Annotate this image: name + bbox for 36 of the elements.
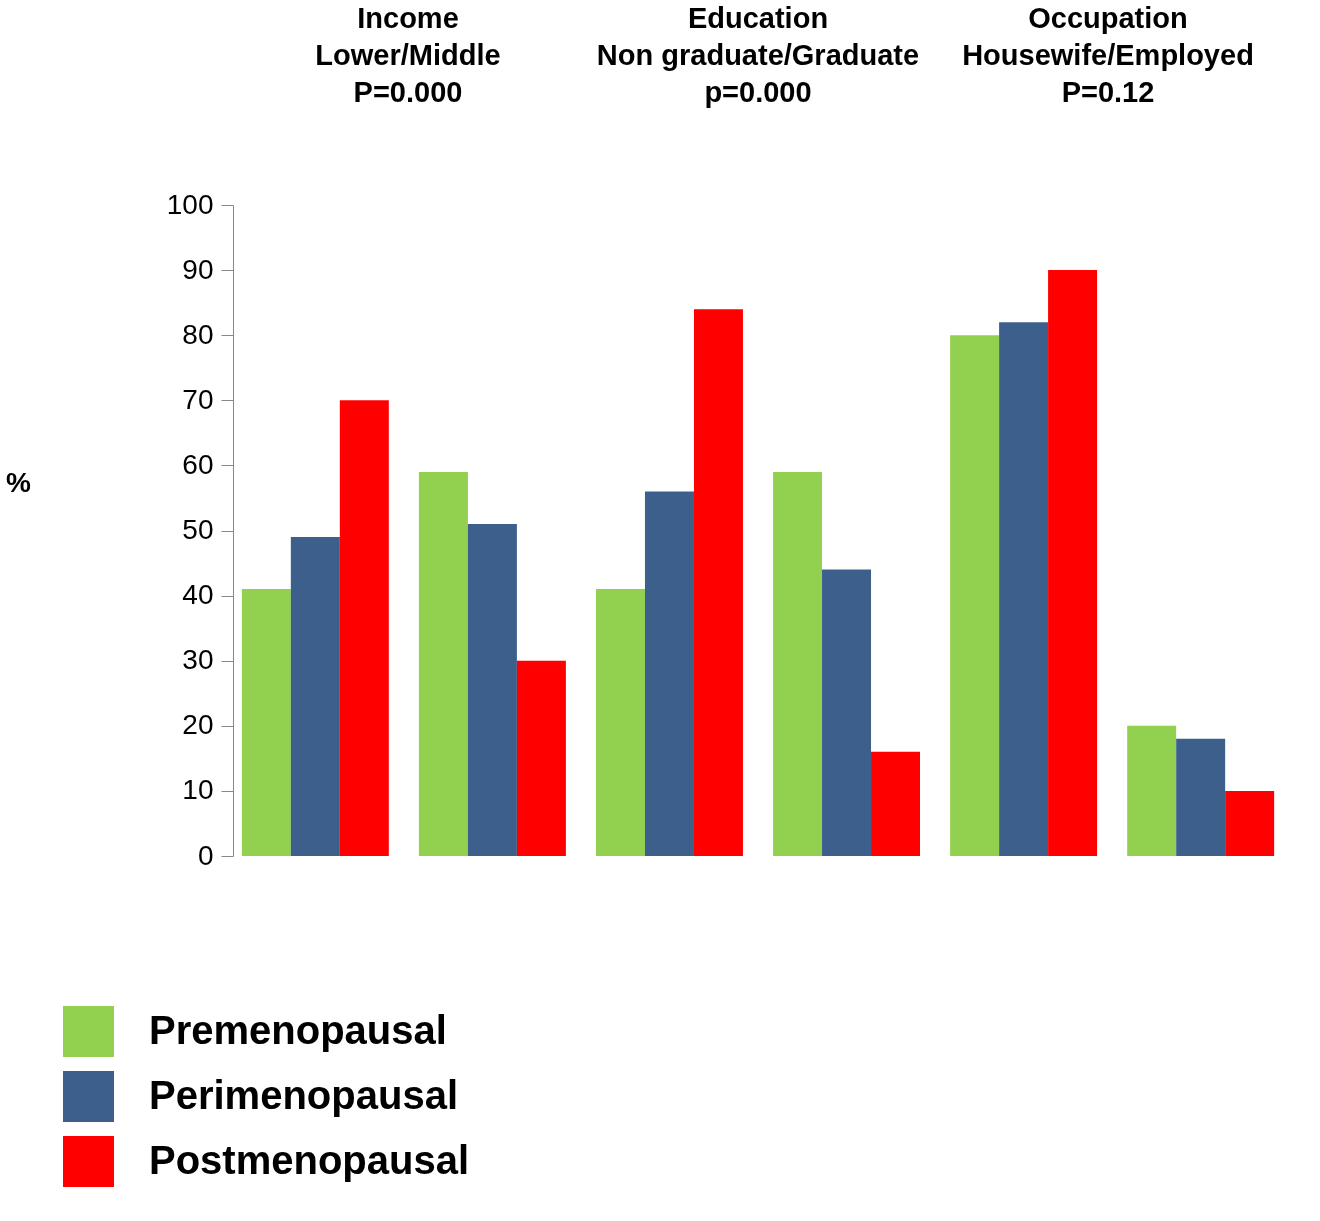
bar bbox=[999, 322, 1049, 856]
text: Occupation Housewife/Employed P=0.12 bbox=[962, 2, 1254, 108]
bar bbox=[241, 589, 291, 856]
legend-label: Perimenopausal bbox=[149, 1072, 459, 1117]
y-tick-label: 20 bbox=[182, 709, 214, 741]
bar bbox=[1127, 725, 1177, 856]
bar bbox=[950, 335, 1000, 856]
y-tick-label: 90 bbox=[182, 253, 214, 285]
y-tick-label: 30 bbox=[182, 644, 214, 676]
bar bbox=[467, 523, 517, 856]
bar bbox=[595, 589, 645, 856]
bar bbox=[822, 569, 872, 856]
bar bbox=[773, 471, 823, 856]
bar bbox=[1176, 738, 1226, 856]
y-tick-label: 100 bbox=[166, 188, 214, 220]
y-tick-label: 60 bbox=[182, 448, 214, 480]
bar bbox=[693, 309, 743, 856]
y-tick-label: 70 bbox=[182, 383, 214, 415]
y-tick-label: 50 bbox=[182, 514, 214, 545]
bar bbox=[1048, 270, 1098, 856]
y-axis-title: % bbox=[6, 467, 32, 499]
text: Education Non graduate/Graduate p=0.000 bbox=[596, 2, 920, 108]
bar bbox=[1225, 790, 1275, 856]
bar bbox=[644, 491, 694, 856]
bar bbox=[418, 471, 468, 856]
bar bbox=[339, 400, 389, 856]
bar bbox=[290, 537, 340, 856]
text: Income Lower/Middle P=0.000 bbox=[315, 2, 501, 108]
y-tick-label: 40 bbox=[182, 579, 214, 611]
y-tick-label: 10 bbox=[182, 774, 214, 806]
y-tick-label: 80 bbox=[182, 318, 214, 350]
bar bbox=[871, 751, 921, 856]
legend-label: Premenopausal bbox=[149, 1007, 447, 1052]
legend-label: Postmenopausal bbox=[149, 1137, 470, 1182]
bar bbox=[516, 660, 566, 856]
y-tick-label: 0 bbox=[197, 839, 214, 871]
